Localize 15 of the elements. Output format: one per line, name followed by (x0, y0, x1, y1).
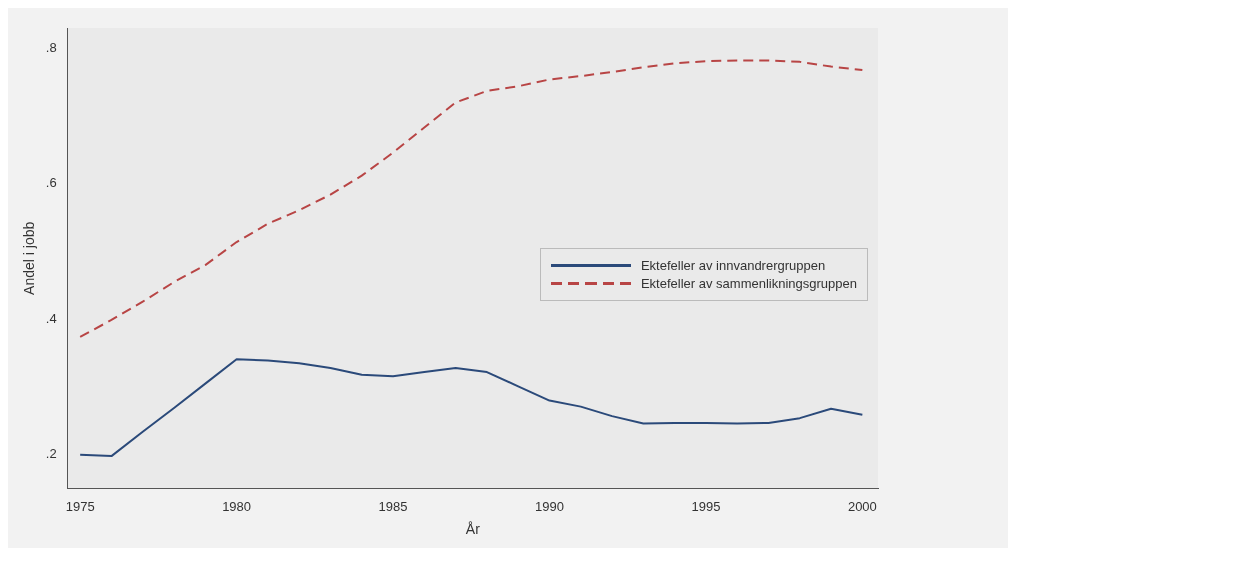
y-tick-label: .2 (45, 446, 57, 462)
x-axis-title: År (465, 521, 481, 538)
legend-label: Ektefeller av sammenlikningsgruppen (640, 276, 857, 291)
x-tick-label: 1990 (535, 498, 564, 514)
legend-label: Ektefeller av innvandrergruppen (640, 258, 826, 273)
x-tick-label: 1995 (691, 498, 721, 514)
y-axis-title: Andel i jobb (21, 221, 38, 295)
x-tick-label: 1980 (222, 498, 252, 514)
line-series (79, 59, 864, 338)
x-tick-label: 1975 (65, 498, 95, 514)
y-tick-label: .8 (45, 39, 57, 55)
y-tick-label: .4 (45, 310, 57, 326)
x-tick-label: 1985 (378, 498, 408, 514)
x-tick-label: 2000 (847, 498, 877, 514)
y-tick-label: .6 (45, 175, 57, 191)
